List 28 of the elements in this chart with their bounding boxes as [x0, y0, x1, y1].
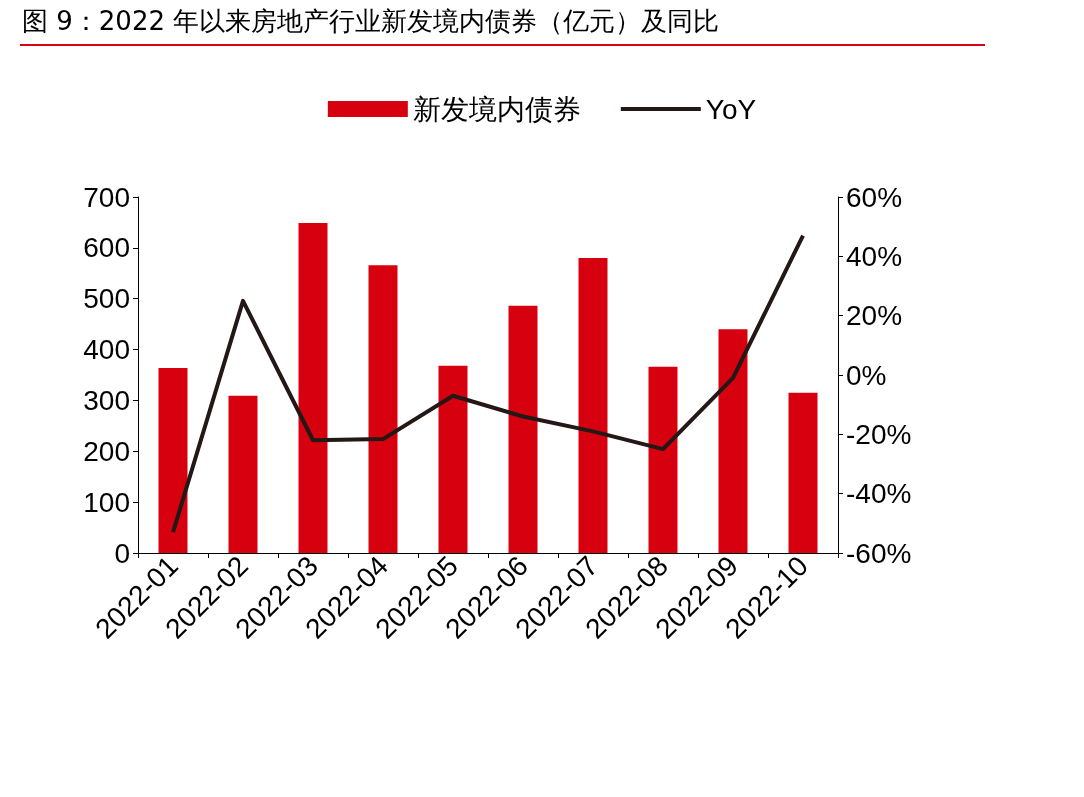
- chart-title: 图 9：2022 年以来房地产行业新发境内债券（亿元）及同比: [22, 5, 720, 38]
- y2-tick-label: -60%: [846, 537, 912, 569]
- bar: [648, 366, 678, 553]
- bar: [368, 265, 398, 553]
- y2-tick-label: -20%: [846, 418, 912, 450]
- line-series: [171, 233, 805, 535]
- y2-tick-label: 20%: [846, 300, 903, 332]
- bar: [718, 329, 748, 553]
- y2-tick-label: 0%: [846, 359, 887, 391]
- legend-label: 新发境内债券: [412, 93, 581, 125]
- y2-tick-label: 40%: [846, 240, 903, 272]
- y-tick-label: 400: [83, 334, 130, 366]
- y-tick-label: 700: [83, 181, 130, 213]
- bar: [228, 395, 258, 553]
- y-tick-label: 600: [83, 232, 130, 264]
- legend-label: YoY: [705, 93, 757, 125]
- y2-tick-label: 60%: [846, 181, 903, 213]
- bar: [438, 365, 468, 553]
- y-tick-label: 100: [83, 486, 130, 518]
- bar: [298, 222, 328, 553]
- bar: [508, 305, 538, 553]
- bar: [788, 392, 818, 553]
- y-tick-label: 300: [83, 384, 130, 416]
- y-tick-label: 200: [83, 435, 130, 467]
- y2-tick-label: -40%: [846, 478, 912, 510]
- bar: [578, 258, 608, 553]
- y-tick-label: 500: [83, 283, 130, 315]
- bar: [158, 367, 188, 553]
